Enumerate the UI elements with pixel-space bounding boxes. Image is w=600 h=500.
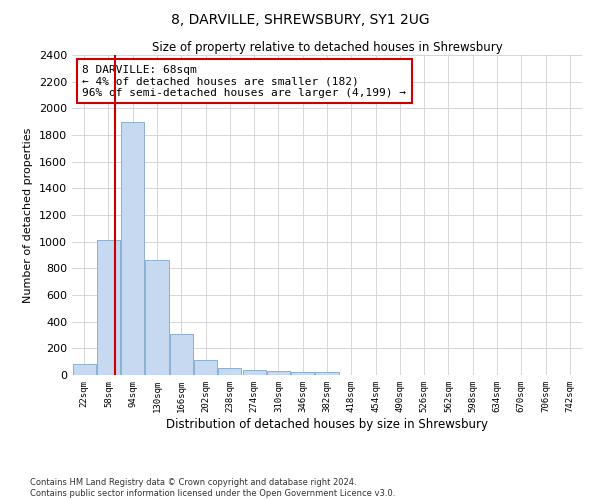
Bar [145,260,169,375]
Text: 8 DARVILLE: 68sqm
← 4% of detached houses are smaller (182)
96% of semi-detached: 8 DARVILLE: 68sqm ← 4% of detached house… [82,64,406,98]
Bar [170,334,193,375]
Bar [73,364,95,375]
X-axis label: Distribution of detached houses by size in Shrewsbury: Distribution of detached houses by size … [166,418,488,430]
Bar [267,371,290,375]
Bar [194,360,217,375]
Text: Contains HM Land Registry data © Crown copyright and database right 2024.
Contai: Contains HM Land Registry data © Crown c… [30,478,395,498]
Text: 8, DARVILLE, SHREWSBURY, SY1 2UG: 8, DARVILLE, SHREWSBURY, SY1 2UG [170,12,430,26]
Bar [242,370,266,375]
Bar [291,372,314,375]
Bar [121,122,144,375]
Y-axis label: Number of detached properties: Number of detached properties [23,128,34,302]
Title: Size of property relative to detached houses in Shrewsbury: Size of property relative to detached ho… [152,41,502,54]
Bar [97,240,120,375]
Bar [316,372,338,375]
Bar [218,368,241,375]
